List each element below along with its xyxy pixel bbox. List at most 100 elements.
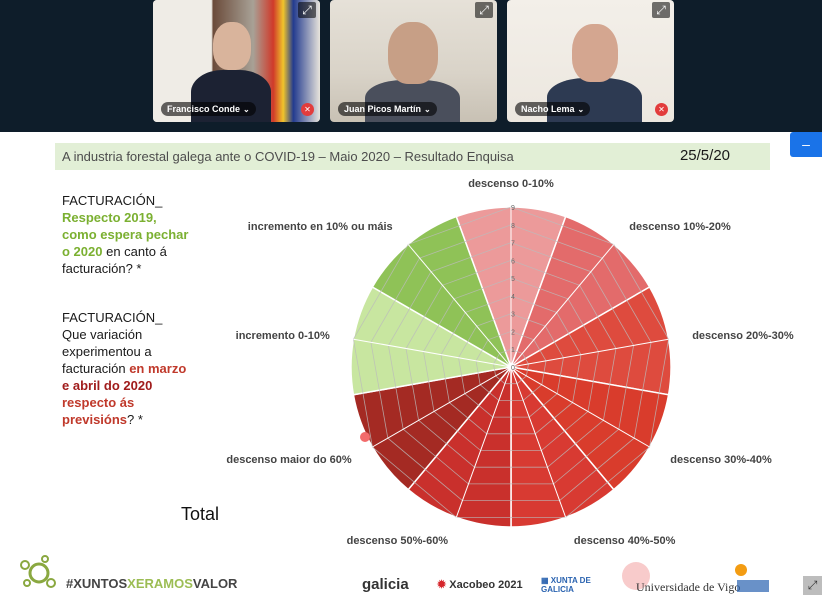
xunta-logo: ▦ XUNTA DE GALICIA	[541, 576, 611, 594]
radar-slice	[509, 215, 651, 369]
galicia-logo: galicia	[362, 576, 409, 593]
participant-name: Juan Picos Martín	[344, 104, 422, 114]
person-head	[213, 22, 251, 70]
radar-grid-ring	[493, 348, 529, 385]
radar-tick-label: 7	[511, 241, 515, 248]
radar-category-label: descenso 0-10%	[468, 178, 554, 190]
xunta-text: XUNTA DE GALICIA	[541, 576, 591, 594]
radar-slice	[350, 285, 514, 396]
question-text: en canto á	[102, 244, 167, 259]
radar-tick-label: 9	[511, 205, 515, 212]
radar-grid-ring	[475, 330, 547, 401]
participant-name: Nacho Lema	[521, 104, 575, 114]
radar-category-label: descenso maior do 60%	[226, 454, 352, 466]
question-1: FACTURACIÓN_ Respecto 2019, como espera …	[62, 192, 188, 277]
radar-tick-label: 3	[511, 312, 515, 319]
question-text: facturación	[62, 361, 130, 376]
question-text: e abril do 2020	[62, 378, 153, 393]
uvigo-logo: Universidade de Vigo	[636, 580, 741, 594]
question-text: en marzo	[129, 361, 187, 376]
expand-icon[interactable]: ⤢	[475, 2, 493, 18]
slide-header: A industria forestal galega ante o COVID…	[55, 143, 770, 170]
radar-category-label: descenso 20%-30%	[692, 330, 794, 342]
question-2: FACTURACIÓN_ Que variación experimentou …	[62, 309, 186, 428]
radar-slice	[455, 206, 567, 370]
participant-name-tag[interactable]: Juan Picos Martín ⌄	[338, 102, 437, 116]
question-text: como espera pechar	[62, 227, 189, 242]
mic-off-icon: ✕	[655, 103, 668, 116]
mic-off-icon: ✕	[301, 103, 314, 116]
question-heading: FACTURACIÓN_	[62, 193, 163, 208]
participant-tile-2[interactable]: ⤢ Juan Picos Martín ⌄	[330, 0, 497, 122]
question-text: o 2020	[62, 244, 103, 259]
slide-date: 25/5/20	[679, 147, 730, 164]
radar-spoke	[455, 366, 512, 518]
fullscreen-icon[interactable]: ⤢	[803, 576, 822, 595]
video-strip: ⤢ Francisco Conde ⌄ ✕ ⤢ Juan Picos Martín…	[0, 0, 822, 132]
radar-spoke	[353, 338, 512, 368]
radar-category-label: descenso 50%-60%	[347, 535, 449, 547]
chevron-down-icon: ⌄	[424, 105, 431, 114]
side-panel-toggle-button[interactable]: –	[790, 132, 822, 157]
question-text: experimentou a	[62, 344, 152, 359]
radar-spoke	[510, 366, 567, 518]
radar-slice	[352, 365, 513, 491]
radar-slice	[407, 364, 512, 528]
radar-tick-label: 2	[511, 329, 515, 336]
radar-slice	[510, 364, 615, 528]
radar-spoke	[407, 244, 512, 368]
xunta-icon: ▦	[541, 576, 549, 585]
expand-icon[interactable]: ⤢	[298, 2, 316, 18]
hashtag: #XUNTOSXERAMOSVALOR	[66, 576, 237, 591]
radar-grid-ring	[423, 277, 599, 451]
xacobeo-logo: ✹ Xacobeo 2021	[437, 578, 523, 591]
question-text: Que variación	[62, 327, 143, 342]
radar-tick-label: 4	[511, 294, 515, 301]
radar-slice	[371, 215, 513, 369]
radar-category-label: incremento 0-10%	[236, 330, 330, 342]
participant-name-tag[interactable]: Nacho Lema ⌄	[515, 102, 591, 116]
radar-grid-ring	[458, 313, 564, 418]
radar-slice	[509, 365, 670, 491]
total-label: Total	[181, 504, 220, 524]
virus-logo-icon	[20, 555, 56, 588]
forestal-school-logo-icon	[622, 562, 650, 590]
participant-name: Francisco Conde	[167, 104, 241, 114]
radar-category-label: descenso 30%-40%	[670, 454, 772, 466]
partner-logo-icon	[735, 564, 769, 592]
participant-name-tag[interactable]: Francisco Conde ⌄	[161, 102, 256, 116]
question-text: previsións	[62, 412, 128, 427]
radar-spoke	[372, 366, 512, 448]
xacobeo-text: Xacobeo 2021	[449, 579, 523, 591]
radar-spoke	[510, 338, 669, 368]
radar-grid-ring	[440, 295, 582, 435]
chevron-down-icon: ⌄	[577, 105, 585, 114]
radar-category-label: descenso 10%-20%	[629, 221, 731, 233]
question-text: Respecto 2019,	[62, 210, 157, 225]
question-text: facturación? *	[62, 261, 142, 276]
radar-category-label: incremento en 10% ou máis	[248, 221, 393, 233]
radar-grid-ring	[387, 242, 635, 485]
chevron-down-icon: ⌄	[243, 105, 250, 114]
person-head	[572, 24, 618, 82]
radar-tick-label: 6	[511, 258, 515, 265]
radar-tick-label: 8	[511, 223, 515, 230]
radar-tick-label: 5	[511, 276, 515, 283]
radar-grid-ring	[370, 224, 652, 502]
pointer-dot	[360, 432, 370, 442]
radar-category-label: descenso 40%-50%	[574, 535, 676, 547]
participant-tile-1[interactable]: ⤢ Francisco Conde ⌄ ✕	[153, 0, 320, 122]
radar-tick-label: 0	[511, 365, 515, 372]
hashtag-part: #XUNTOS	[66, 576, 128, 591]
question-text: respecto ás	[62, 395, 135, 410]
radar-spoke	[510, 366, 650, 448]
participant-tile-3[interactable]: ⤢ Nacho Lema ⌄ ✕	[507, 0, 674, 122]
expand-icon[interactable]: ⤢	[652, 2, 670, 18]
radar-slice	[508, 285, 672, 396]
hashtag-part: XERAMOS	[127, 576, 193, 591]
person-head	[388, 22, 438, 84]
radar-grid-ring	[405, 259, 617, 468]
question-heading: FACTURACIÓN_	[62, 310, 163, 325]
radar-tick-label: 1	[511, 347, 515, 354]
radar-grid-ring	[352, 206, 670, 518]
